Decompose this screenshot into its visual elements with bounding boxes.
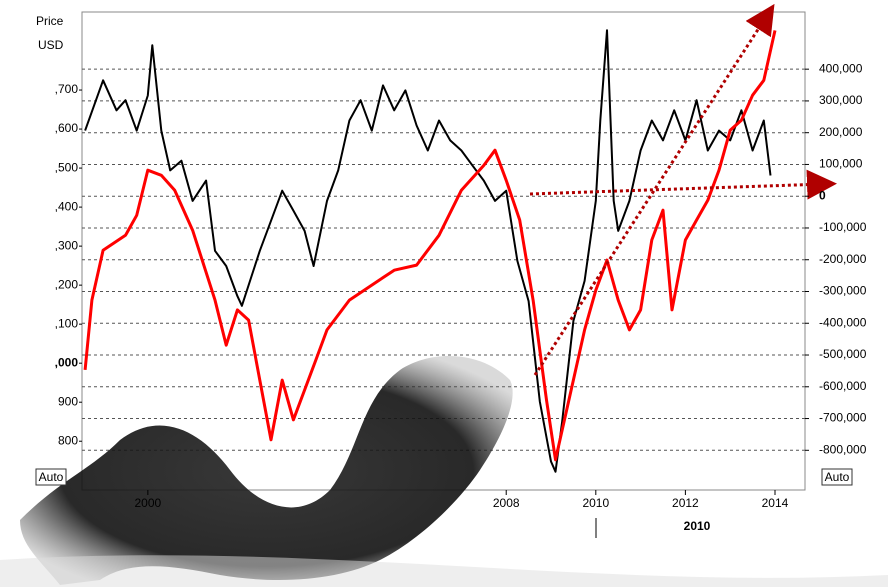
y-tick-label: 800 xyxy=(58,433,78,447)
y2-tick-label: 300,000 xyxy=(819,93,863,107)
dragon-image xyxy=(20,356,513,585)
y2-tick-label: -100,000 xyxy=(819,220,867,234)
y-tick-label: ,100 xyxy=(55,316,79,330)
y-axis-label: USD xyxy=(38,38,64,52)
y-tick-label: ,600 xyxy=(55,121,79,135)
y2-tick-label: 400,000 xyxy=(819,61,863,75)
y-tick-label: ,400 xyxy=(55,199,79,213)
y2-tick-label: 0 xyxy=(819,188,826,202)
y2-tick-label: -200,000 xyxy=(819,252,867,266)
auto-button[interactable] xyxy=(821,468,853,486)
x-tick-label: 2014 xyxy=(762,496,789,510)
series-line xyxy=(84,29,772,473)
auto-button-label[interactable]: Auto xyxy=(825,470,850,484)
x-tick-label: 2010 xyxy=(582,496,609,510)
y2-tick-label: -800,000 xyxy=(819,442,867,456)
y-tick-label: ,000 xyxy=(55,355,79,369)
y2-tick-label: 100,000 xyxy=(819,157,863,171)
series-line xyxy=(83,30,777,462)
y2-tick-label: -700,000 xyxy=(819,411,867,425)
x-tick-label: 2012 xyxy=(672,496,699,510)
x-tick-label: 2000 xyxy=(134,496,161,510)
y-tick-label: ,200 xyxy=(55,277,79,291)
y-axis-label: Price xyxy=(36,14,64,28)
auto-button[interactable] xyxy=(35,468,67,486)
shadow xyxy=(0,555,888,587)
y-tick-label: ,500 xyxy=(55,160,79,174)
x-tick-label: 2008 xyxy=(493,496,520,510)
auto-button-label[interactable]: Auto xyxy=(39,470,64,484)
y2-tick-label: -400,000 xyxy=(819,315,867,329)
y-tick-label: ,300 xyxy=(55,238,79,252)
y-tick-label: ,700 xyxy=(55,82,79,96)
y2-tick-label: -300,000 xyxy=(819,284,867,298)
y2-tick-label: -500,000 xyxy=(819,347,867,361)
y2-tick-label: -600,000 xyxy=(819,379,867,393)
y-tick-label: 900 xyxy=(58,394,78,408)
secondary-x-label: 2010 xyxy=(684,519,711,533)
trend-arrow xyxy=(529,169,837,200)
y2-tick-label: 200,000 xyxy=(819,125,863,139)
